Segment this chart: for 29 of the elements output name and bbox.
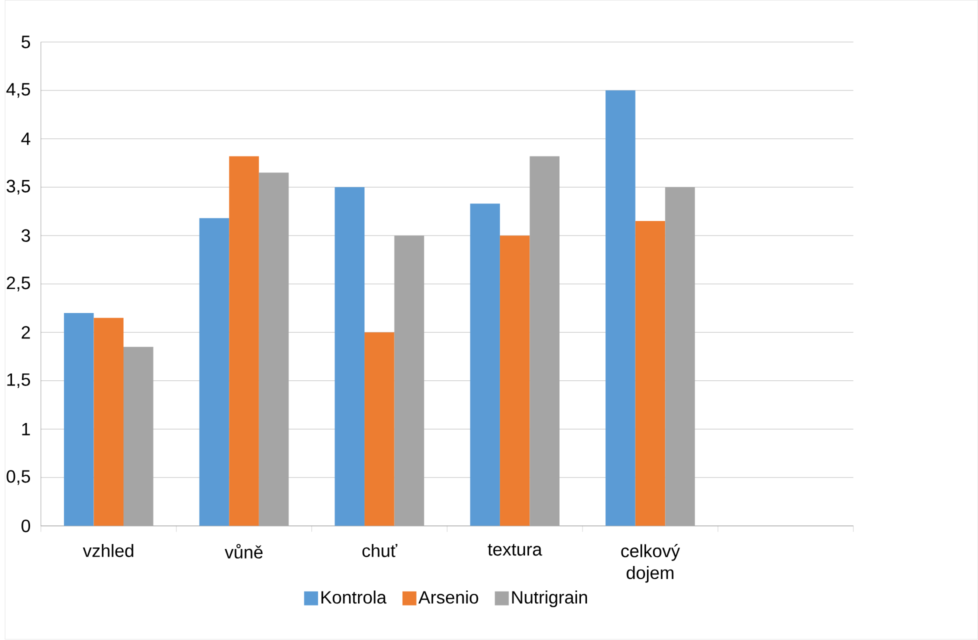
bar [64, 313, 94, 526]
bar [199, 218, 230, 526]
legend-label: Nutrigrain [512, 590, 587, 608]
bar [94, 318, 124, 526]
y-tick-label: 4,5 [6, 83, 30, 98]
y-tick-label: 2 [22, 326, 30, 339]
y-tick-label: 2,5 [6, 276, 30, 292]
bar [500, 236, 530, 526]
x-tick-label: textura [488, 544, 542, 556]
y-tick-label: 1 [22, 423, 30, 436]
y-tick-label: 0,5 [6, 470, 30, 486]
y-tick-label: 3 [22, 229, 30, 242]
y-tick-label: 5 [22, 36, 30, 48]
y-tick-label: 4 [21, 132, 30, 146]
bar [334, 187, 365, 526]
y-tick-label: 0 [22, 520, 30, 532]
bar [635, 221, 666, 526]
bar [229, 156, 259, 526]
bar [606, 90, 636, 526]
legend-label: Arsenio [418, 590, 478, 604]
x-tick-label: chuť [362, 544, 398, 558]
y-tick-label: 3,5 [6, 180, 30, 195]
bar [364, 332, 394, 526]
x-tick-label: vzhled [82, 544, 134, 558]
legend-label: Kontrola [321, 590, 387, 604]
x-tick-label: celkový dojem [621, 544, 680, 583]
x-tick-label: vůně [224, 544, 263, 559]
bar [470, 204, 500, 526]
y-tick-label: 1,5 [7, 374, 30, 388]
